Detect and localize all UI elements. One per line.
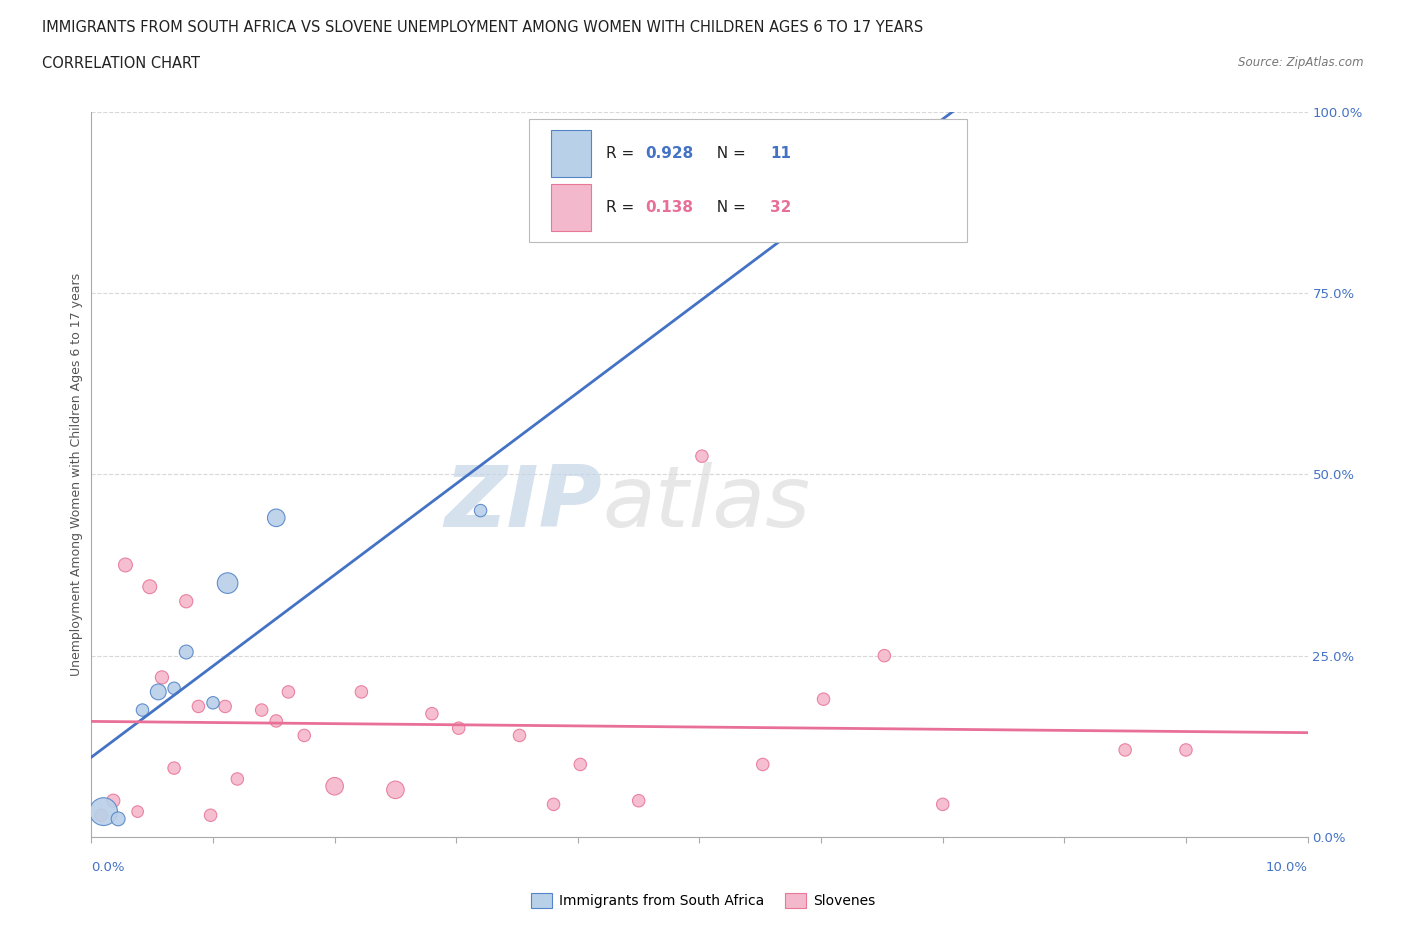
Point [217, 576, 239, 591]
Point [114, 558, 136, 573]
Point [751, 757, 773, 772]
Point [163, 761, 186, 776]
Point [420, 706, 443, 721]
Point [1175, 742, 1198, 757]
Text: Source: ZipAtlas.com: Source: ZipAtlas.com [1239, 56, 1364, 69]
Text: 0.138: 0.138 [645, 200, 693, 215]
Text: ZIP: ZIP [444, 462, 602, 545]
Y-axis label: Unemployment Among Women with Children Ages 6 to 17 years: Unemployment Among Women with Children A… [70, 272, 83, 676]
Point [907, 140, 929, 155]
Point [931, 797, 953, 812]
Point [90, 808, 112, 823]
Point [174, 594, 197, 609]
FancyBboxPatch shape [551, 184, 592, 231]
Point [250, 703, 273, 718]
Text: R =: R = [606, 200, 638, 215]
Point [813, 692, 835, 707]
Point [202, 696, 225, 711]
Point [226, 772, 249, 787]
Text: R =: R = [606, 146, 638, 161]
Text: 11: 11 [770, 146, 792, 161]
Text: CORRELATION CHART: CORRELATION CHART [42, 56, 200, 71]
Point [508, 728, 530, 743]
Text: 0.0%: 0.0% [91, 861, 125, 874]
Point [174, 644, 197, 659]
Text: 10.0%: 10.0% [1265, 861, 1308, 874]
Point [163, 681, 186, 696]
Point [200, 808, 222, 823]
Point [103, 793, 125, 808]
FancyBboxPatch shape [551, 130, 592, 177]
Text: 0.928: 0.928 [645, 146, 693, 161]
Point [264, 511, 287, 525]
Point [264, 713, 287, 728]
Text: 32: 32 [770, 200, 792, 215]
Point [873, 648, 896, 663]
Point [292, 728, 315, 743]
Point [690, 449, 713, 464]
Point [569, 757, 592, 772]
Point [148, 684, 170, 699]
Legend: Immigrants from South Africa, Slovenes: Immigrants from South Africa, Slovenes [526, 888, 880, 914]
Text: N =: N = [707, 146, 751, 161]
Point [350, 684, 373, 699]
Point [214, 699, 236, 714]
Text: atlas: atlas [602, 462, 810, 545]
Point [93, 804, 115, 819]
Point [139, 579, 162, 594]
Point [277, 684, 299, 699]
Point [384, 782, 406, 797]
Point [543, 797, 565, 812]
Point [107, 811, 129, 827]
Point [470, 503, 492, 518]
FancyBboxPatch shape [529, 119, 967, 242]
Point [127, 804, 149, 819]
Text: N =: N = [707, 200, 751, 215]
Point [150, 670, 173, 684]
Point [447, 721, 470, 736]
Point [187, 699, 209, 714]
Point [323, 778, 346, 793]
Point [131, 703, 153, 718]
Point [627, 793, 650, 808]
Point [1114, 742, 1136, 757]
Text: IMMIGRANTS FROM SOUTH AFRICA VS SLOVENE UNEMPLOYMENT AMONG WOMEN WITH CHILDREN A: IMMIGRANTS FROM SOUTH AFRICA VS SLOVENE … [42, 20, 924, 35]
